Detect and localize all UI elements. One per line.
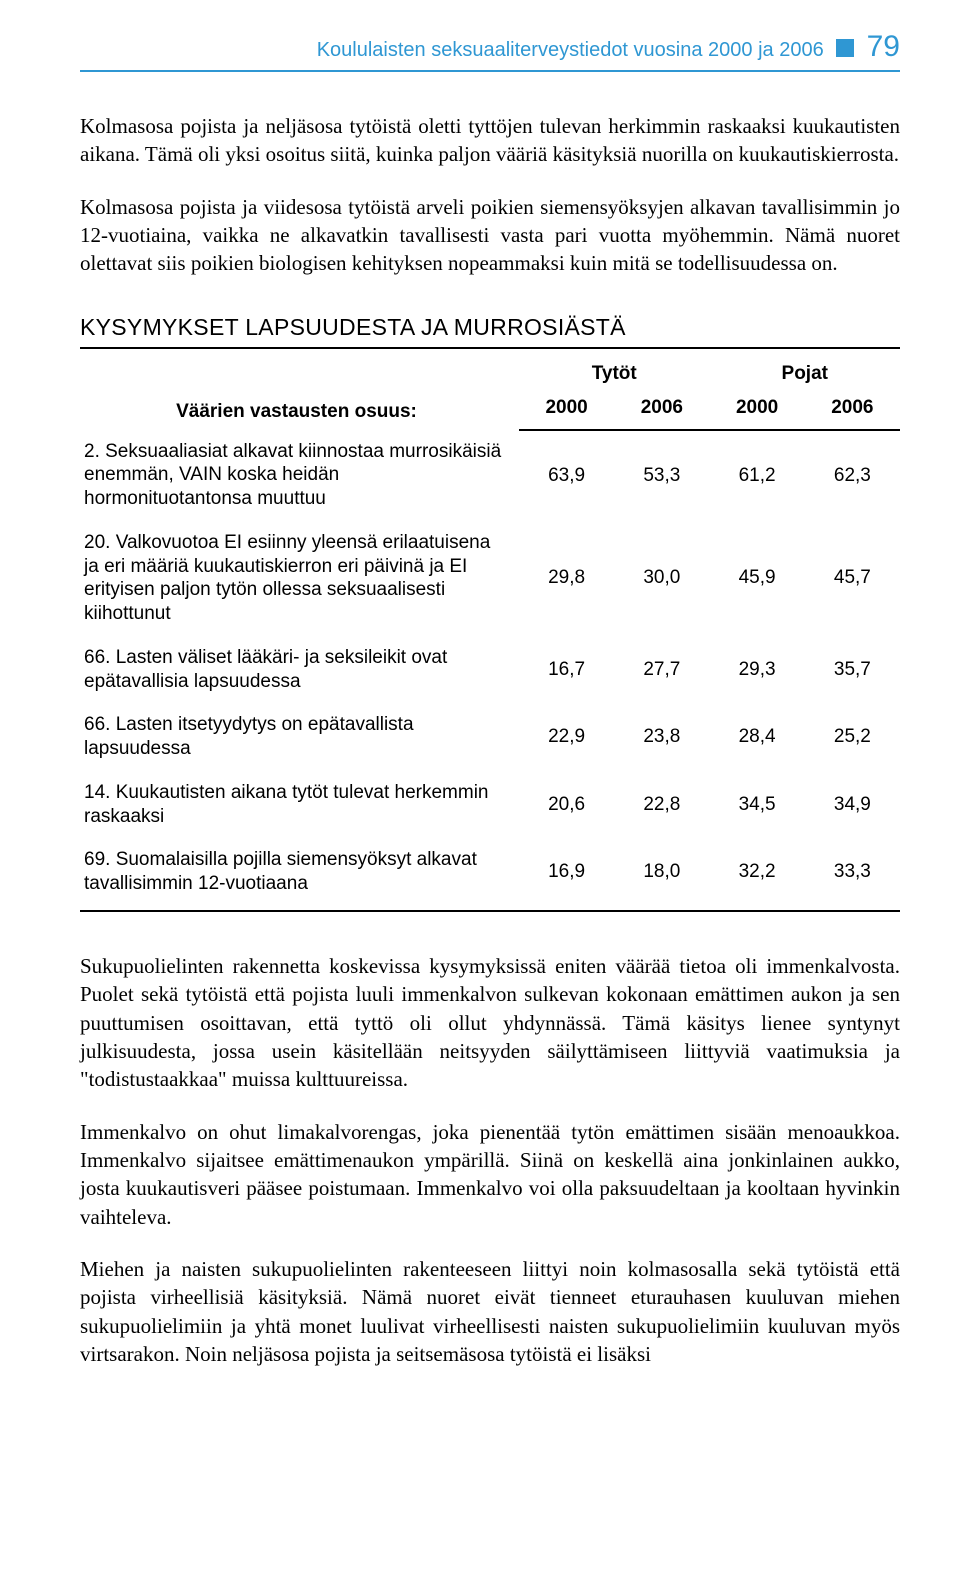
cell-value: 27,7: [614, 636, 709, 704]
cell-value: 29,8: [519, 521, 614, 636]
page-header: Koululaisten seksuaaliterveystiedot vuos…: [80, 30, 900, 72]
cell-value: 45,9: [709, 521, 804, 636]
group-header-tytot: Tytöt: [519, 348, 710, 391]
table-heading: KYSYMYKSET LAPSUUDESTA JA MURROSIÄSTÄ: [80, 314, 900, 341]
table-row: 66. Lasten itsetyydytys on epätavallista…: [80, 703, 900, 771]
table-group-header-row: Väärien vastausten osuus: Tytöt Pojat: [80, 348, 900, 391]
paragraph-3: Sukupuolielinten rakennetta koskevissa k…: [80, 952, 900, 1094]
table-row: 14. Kuukautisten aikana tytöt tulevat he…: [80, 771, 900, 839]
row-label: 2. Seksuaaliasiat alkavat kiinnostaa mur…: [80, 430, 519, 521]
cell-value: 16,7: [519, 636, 614, 704]
cell-value: 18,0: [614, 838, 709, 911]
paragraph-1: Kolmasosa pojista ja neljäsosa tytöistä …: [80, 112, 900, 169]
cell-value: 33,3: [805, 838, 900, 911]
table-row: 66. Lasten väliset lääkäri- ja seksileik…: [80, 636, 900, 704]
year-header-4: 2006: [805, 391, 900, 430]
row-label: 14. Kuukautisten aikana tytöt tulevat he…: [80, 771, 519, 839]
cell-value: 34,9: [805, 771, 900, 839]
header-square-icon: [836, 39, 854, 57]
data-table: Väärien vastausten osuus: Tytöt Pojat 20…: [80, 347, 900, 912]
cell-value: 25,2: [805, 703, 900, 771]
cell-value: 30,0: [614, 521, 709, 636]
paragraph-5: Miehen ja naisten sukupuolielinten raken…: [80, 1255, 900, 1368]
cell-value: 16,9: [519, 838, 614, 911]
cell-value: 63,9: [519, 430, 614, 521]
row-label: 66. Lasten väliset lääkäri- ja seksileik…: [80, 636, 519, 704]
row-label: 69. Suomalaisilla pojilla siemensyöksyt …: [80, 838, 519, 911]
paragraph-2: Kolmasosa pojista ja viidesosa tytöistä …: [80, 193, 900, 278]
paragraph-4: Immenkalvo on ohut limakalvorengas, joka…: [80, 1118, 900, 1231]
year-header-2: 2006: [614, 391, 709, 430]
running-title: Koululaisten seksuaaliterveystiedot vuos…: [317, 39, 824, 61]
group-header-pojat: Pojat: [709, 348, 900, 391]
page-number: 79: [867, 30, 900, 63]
table-row: 20. Valkovuotoa EI esiinny yleensä erila…: [80, 521, 900, 636]
row-label: 20. Valkovuotoa EI esiinny yleensä erila…: [80, 521, 519, 636]
cell-value: 53,3: [614, 430, 709, 521]
cell-value: 29,3: [709, 636, 804, 704]
cell-value: 22,9: [519, 703, 614, 771]
cell-value: 20,6: [519, 771, 614, 839]
table-row: 2. Seksuaaliasiat alkavat kiinnostaa mur…: [80, 430, 900, 521]
cell-value: 62,3: [805, 430, 900, 521]
cell-value: 28,4: [709, 703, 804, 771]
year-header-1: 2000: [519, 391, 614, 430]
year-header-3: 2000: [709, 391, 804, 430]
cell-value: 22,8: [614, 771, 709, 839]
cell-value: 32,2: [709, 838, 804, 911]
table-caption: Väärien vastausten osuus:: [80, 348, 519, 430]
cell-value: 61,2: [709, 430, 804, 521]
row-label: 66. Lasten itsetyydytys on epätavallista…: [80, 703, 519, 771]
cell-value: 34,5: [709, 771, 804, 839]
cell-value: 23,8: [614, 703, 709, 771]
cell-value: 45,7: [805, 521, 900, 636]
table-row: 69. Suomalaisilla pojilla siemensyöksyt …: [80, 838, 900, 911]
cell-value: 35,7: [805, 636, 900, 704]
